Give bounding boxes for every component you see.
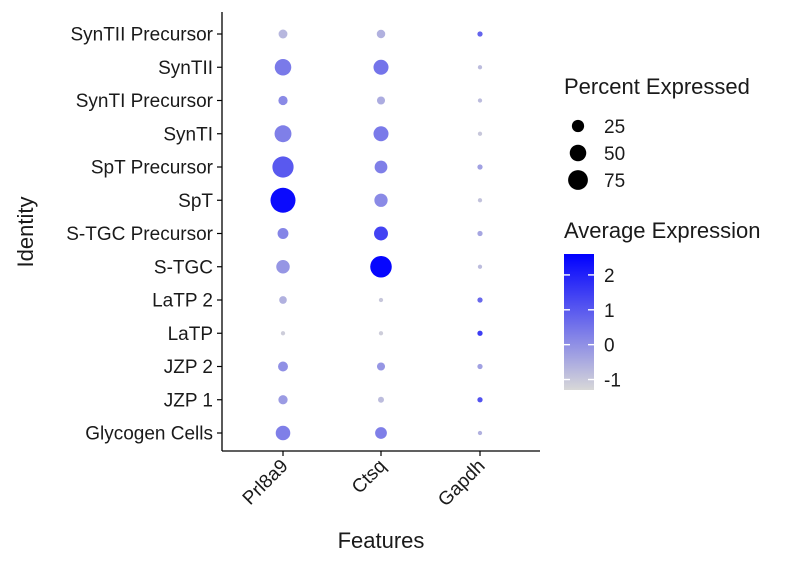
dot-spt-gapdh <box>477 198 483 203</box>
dot-spt-precursor-ctsq <box>374 160 388 174</box>
dot-s-tgc-prl8a9 <box>276 260 290 274</box>
color-legend: Average Expression 2 1 0 -1 <box>564 218 761 392</box>
color-legend-label: 1 <box>604 301 615 322</box>
dot-latp-2-prl8a9 <box>279 296 287 304</box>
color-legend-title: Average Expression <box>564 218 761 243</box>
dot-synti-gapdh <box>477 131 483 136</box>
dot-jzp-2-ctsq <box>376 362 386 371</box>
dot-jzp-1-ctsq <box>378 396 384 403</box>
dot-syntii-prl8a9 <box>274 58 292 76</box>
dot-synti-prl8a9 <box>274 125 292 143</box>
dot-glycogen-cells-prl8a9 <box>275 425 291 441</box>
dot-spt-precursor-gapdh <box>477 164 483 170</box>
dot-spt-precursor-prl8a9 <box>272 156 294 178</box>
dot-jzp-1-gapdh <box>477 397 483 403</box>
size-legend-title: Percent Expressed <box>564 74 750 99</box>
dot-jzp-2-prl8a9 <box>278 361 288 372</box>
dot-latp-2-gapdh <box>477 297 483 303</box>
y-tick-label: S-TGC <box>154 257 213 278</box>
y-axis-ticks: SynTII Precursor SynTII SynTI Precursor Syn… <box>66 25 222 445</box>
dot-s-tgc-precursor-ctsq <box>374 226 388 241</box>
color-bar <box>564 254 594 390</box>
dot-spt-prl8a9 <box>270 187 296 213</box>
dot-latp-prl8a9 <box>280 331 286 336</box>
dot-s-tgc-precursor-prl8a9 <box>277 228 289 239</box>
y-tick-label: LaTP 2 <box>152 291 213 312</box>
size-legend-dot <box>568 170 588 190</box>
dot-s-tgc-gapdh <box>477 264 483 269</box>
dot-glycogen-cells-ctsq <box>375 427 387 439</box>
dot-spt-ctsq <box>374 193 388 207</box>
dot-syntii-ctsq <box>373 59 389 75</box>
dot-s-tgc-ctsq <box>370 255 392 278</box>
y-axis-title: Identity <box>13 197 38 268</box>
size-legend-dot <box>569 144 587 162</box>
x-axis-title: Features <box>338 528 425 553</box>
y-tick-label: SynTI <box>163 124 213 145</box>
color-legend-label: 2 <box>604 266 615 287</box>
dot-jzp-1-prl8a9 <box>278 395 288 405</box>
dot-syntii-precursor-gapdh <box>477 31 483 37</box>
dot-glycogen-cells-gapdh <box>477 430 483 436</box>
y-tick-label: Glycogen Cells <box>85 424 213 445</box>
dot-jzp-2-gapdh <box>477 363 483 370</box>
dot-latp-ctsq <box>378 331 384 336</box>
y-tick-label: JZP 1 <box>164 390 213 411</box>
y-tick-label: JZP 2 <box>164 357 213 378</box>
color-legend-label: 0 <box>604 336 615 357</box>
size-legend-dot <box>571 119 585 133</box>
color-legend-label: -1 <box>604 371 621 392</box>
dot-latp-2-ctsq <box>378 297 384 303</box>
size-legend-label: 25 <box>604 117 625 138</box>
plot-dots <box>270 29 483 441</box>
x-tick-label: Prl8a9 <box>239 456 293 510</box>
dot-synti-ctsq <box>373 126 389 142</box>
dot-synti-precursor-prl8a9 <box>278 95 288 106</box>
dot-syntii-gapdh <box>477 65 483 70</box>
dot-syntii-precursor-ctsq <box>376 29 386 39</box>
x-axis-ticks: Prl8a9 Ctsq Gapdh <box>239 451 490 511</box>
y-tick-label: SynTII Precursor <box>70 25 213 46</box>
dot-synti-precursor-ctsq <box>376 96 386 105</box>
x-tick-label: Gapdh <box>434 456 489 511</box>
y-tick-label: LaTP <box>168 324 213 345</box>
y-tick-label: SynTI Precursor <box>76 91 214 112</box>
dot-latp-gapdh <box>477 330 483 336</box>
y-tick-label: S-TGC Precursor <box>66 224 213 245</box>
size-legend: Percent Expressed 25 50 75 <box>564 74 750 192</box>
x-tick-label: Ctsq <box>348 456 390 498</box>
dot-s-tgc-precursor-gapdh <box>477 230 483 237</box>
y-tick-label: SpT Precursor <box>91 158 214 179</box>
y-tick-label: SpT <box>178 191 213 212</box>
size-legend-label: 50 <box>604 144 625 165</box>
size-legend-label: 75 <box>604 171 625 192</box>
y-tick-label: SynTII <box>158 58 213 79</box>
dot-syntii-precursor-prl8a9 <box>278 29 288 39</box>
dot-synti-precursor-gapdh <box>477 98 483 103</box>
